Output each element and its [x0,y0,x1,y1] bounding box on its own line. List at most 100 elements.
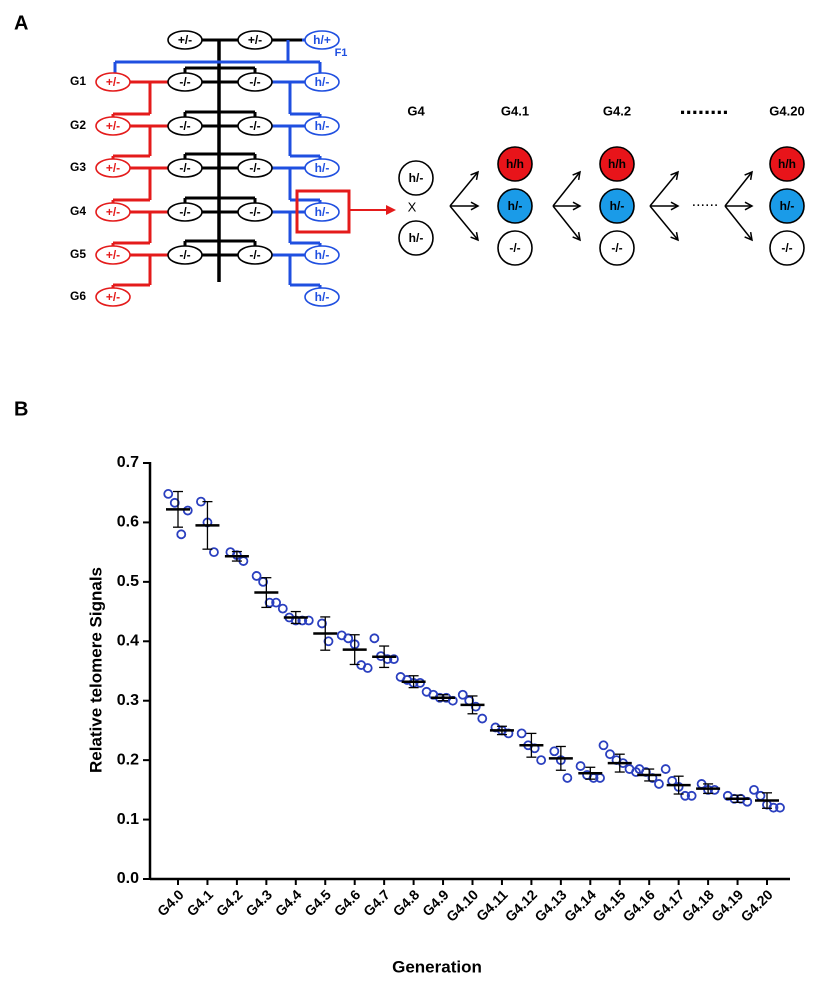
arrow-head [470,201,480,211]
genotype-label: -/- [179,248,190,262]
x-tick-label: G4.13 [531,886,569,924]
x-tick-label: G4.10 [443,886,481,924]
generation-label: G6 [70,289,86,303]
data-point [369,633,380,644]
data-point [277,603,288,614]
x-tick-label: G4.18 [679,886,717,924]
data-point [477,713,488,724]
f1-label: F1 [335,47,348,59]
data-point [457,689,468,700]
connector [449,171,479,207]
column-header: G4.2 [603,103,631,118]
arrow-head [470,170,479,180]
x-tick-label: G4.1 [183,886,216,919]
column-header: G4 [407,103,425,118]
arrow-head [670,170,679,180]
genotype-label: +/- [106,248,120,262]
genotype-oval [95,72,131,92]
genotype-oval [167,245,203,265]
arrow-head [744,231,753,242]
pedigree: G1 +/- -/- -/- h/- G2 +/- -/- -/- h/- G3 +/- -/- -/- h… [70,30,805,307]
cross-symbol: X [408,199,417,214]
data-point [686,790,697,801]
data-point [362,663,373,673]
generation-label: G4 [70,204,86,218]
genotype-oval [237,202,273,222]
data-point [264,597,275,608]
x-tick-label: G4.14 [561,886,599,924]
genotype-oval [167,116,203,136]
x-tick-label: G4.2 [213,886,246,919]
data-point [303,615,314,626]
data-point [388,654,399,665]
generation-label: G2 [70,118,86,132]
genotype-oval [95,116,131,136]
generation-label: G5 [70,247,86,261]
genotype-label: -/- [249,161,260,175]
x-tick-label: G4.4 [272,886,305,919]
x-tick-label: G4.6 [331,886,364,919]
genotype-label: +/- [106,290,120,304]
genotype-label: +/- [106,205,120,219]
genotype-label: h/h [506,157,524,171]
data-point [660,764,671,774]
genotype-oval [304,30,340,50]
genotype-label: h/- [315,119,330,133]
data-point [323,636,334,647]
connector [449,205,479,241]
genotype-circle [769,188,805,224]
x-tick-label: G4.19 [708,886,746,924]
genotype-label: -/- [179,161,190,175]
genotype-oval [304,245,340,265]
x-axis-label: Generation [392,957,482,976]
genotype-label: h/- [508,199,523,213]
genotype-label: -/- [249,248,260,262]
data-point [317,618,327,629]
data-point [516,728,527,739]
genotype-label: h/- [315,75,330,89]
genotype-label: h/- [315,290,330,304]
genotype-oval [304,158,340,178]
genotype-circle [497,188,533,224]
data-point [605,749,615,760]
connector [724,171,753,207]
genotype-oval [167,30,203,50]
genotype-label: +/- [106,161,120,175]
genotype-label: h/h [778,157,796,171]
genotype-label: +/- [248,33,262,47]
genotype-oval [237,72,273,92]
x-tick-label: G4.7 [360,886,393,919]
genotype-label: h/- [610,199,625,213]
x-tick-label: G4.8 [390,886,423,919]
connector [649,205,679,241]
genotype-oval [167,72,203,92]
arrow-head [744,201,754,211]
panel-letter: A [14,12,28,34]
arrow-head [572,231,581,242]
genotype-oval [167,202,203,222]
arrow-head [670,232,679,242]
generation-label: G1 [70,74,86,88]
y-tick-label: 0.5 [117,573,139,590]
y-tick-label: 0.1 [117,811,139,828]
data-point [680,790,691,801]
genotype-circle [599,230,635,266]
connector [649,171,679,207]
arrow-head [386,205,396,215]
plot: 0.0 0.1 0.2 0.3 0.4 0.5 0.6 0.7 Relative telomer… [86,454,790,976]
arrow-head [470,232,479,242]
genotype-label: -/- [781,241,792,255]
header-ellipsis: ........ [680,94,729,119]
genotype-oval [237,30,273,50]
genotype-label: h/- [315,161,330,175]
data-point [163,489,174,499]
genotype-label: h/- [315,205,330,219]
genotype-label: -/- [611,241,622,255]
x-tick-label: G4.17 [649,886,687,924]
generation-label: G3 [70,160,86,174]
x-tick-label: G4.3 [242,886,275,919]
column-header: G4.20 [769,103,804,118]
x-tick-label: G4.5 [301,886,334,919]
genotype-circle [769,146,805,182]
